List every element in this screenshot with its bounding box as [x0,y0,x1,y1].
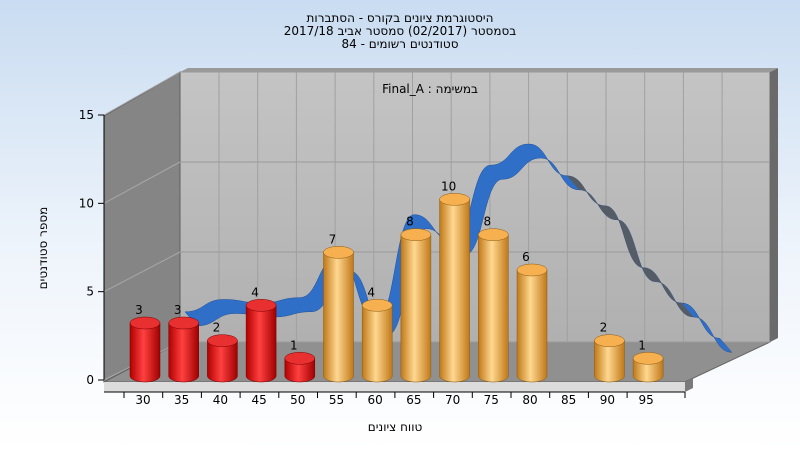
chart-annotation: במשימה : Final_A [382,82,478,96]
bar-35 [168,316,199,383]
bar-top [323,246,354,259]
bar-65 [400,228,432,383]
x-tick-label: 45 [251,393,266,407]
bar-top [284,352,316,365]
x-tick-label: 60 [368,393,383,407]
bar-top [361,299,393,312]
chart-title-line-3: סטודנטים רשומים - 84 [341,37,458,51]
bar-top [516,263,548,277]
x-tick-label: 75 [484,393,499,407]
bar-value-label: 1 [638,338,646,352]
x-axis-label: טווח ציונים [368,420,423,434]
bar-top [400,228,432,241]
bar-body [632,358,664,383]
bar-top [632,352,664,365]
grid-lines [103,71,770,381]
x-tick-label: 55 [329,393,344,407]
bar-45 [245,299,277,383]
y-tick-label: 0 [86,373,94,387]
bar-80 [516,263,548,383]
x-tick-label: 80 [522,393,537,407]
bar-value-label: 2 [600,321,608,335]
bar-50 [284,352,316,383]
x-tick-label: 65 [406,393,421,407]
chart-floor-front-edge [104,382,685,392]
side-gridline [103,71,181,116]
x-tick-label: 90 [600,393,615,407]
y-tick-label: 10 [79,196,94,210]
y-tick-label: 5 [86,285,94,299]
y-axis-label: מספר סטודנטים [36,207,50,290]
bar-40 [207,334,238,383]
chart-title-line-1: היסטוגרמת ציונים בקורס - הסתברות [307,11,494,25]
chart-title-line-2: בסמסטר (02/2017) סמסטר אביב 2017/18 [284,24,516,38]
x-tick-label: 70 [445,393,460,407]
bar-top [478,228,509,241]
bar-55 [323,246,354,383]
bar-value-label: 4 [251,285,259,299]
bar-body [594,340,625,383]
trend-ribbon-shadow [567,175,694,317]
bar-body [516,269,548,383]
y-tick-label: 15 [79,108,94,122]
bar-value-label: 2 [213,321,221,335]
bar-body [207,340,238,383]
bar-body [478,234,509,383]
data-labels: 3 3 2 4 1 7 4 8 10 8 6 2 1 [135,179,646,352]
bar-body [439,199,470,383]
bar-value-label: 1 [290,338,298,352]
side-gridline [103,251,181,293]
bar-30 [129,316,161,383]
bar-body [245,305,277,383]
bar-value-label: 3 [174,303,182,317]
bar-body [323,252,354,383]
bar-body [129,322,161,383]
side-gridline [103,161,181,204]
bar-value-label: 6 [522,250,530,264]
x-tick-label: 30 [135,393,150,407]
bar-body [168,322,199,383]
bar-value-label: 10 [441,179,456,193]
bar-value-label: 3 [135,303,143,317]
bar-top [129,316,161,330]
bar-body [361,305,393,383]
bar-top [439,193,470,206]
bar-75 [478,228,509,383]
bar-top [207,334,238,347]
x-tick-label: 35 [174,393,189,407]
bar-top [168,316,199,330]
bar-value-label: 7 [329,232,337,246]
bar-value-label: 8 [406,215,414,229]
bar-value-label: 8 [483,215,491,229]
bar-95 [632,352,664,383]
bar-top [594,334,625,347]
bar-value-label: 4 [367,285,375,299]
bar-body [400,234,432,383]
bar-top [245,299,277,312]
x-tick-label: 40 [213,393,228,407]
bar-70 [439,193,470,383]
bars [129,193,664,383]
axes: 0 5 10 15 30 35 40 45 50 55 60 65 70 75 80 85 90 95 [79,108,686,407]
x-tick-label: 50 [290,393,305,407]
bar-90 [594,334,625,383]
x-tick-label: 85 [561,393,576,407]
chart-top-edge [180,68,778,72]
x-tick-label: 95 [638,393,653,407]
chart-floor [103,341,771,383]
bar-60 [361,299,393,383]
chart-right-edge [770,68,778,342]
bar-body [284,358,316,383]
